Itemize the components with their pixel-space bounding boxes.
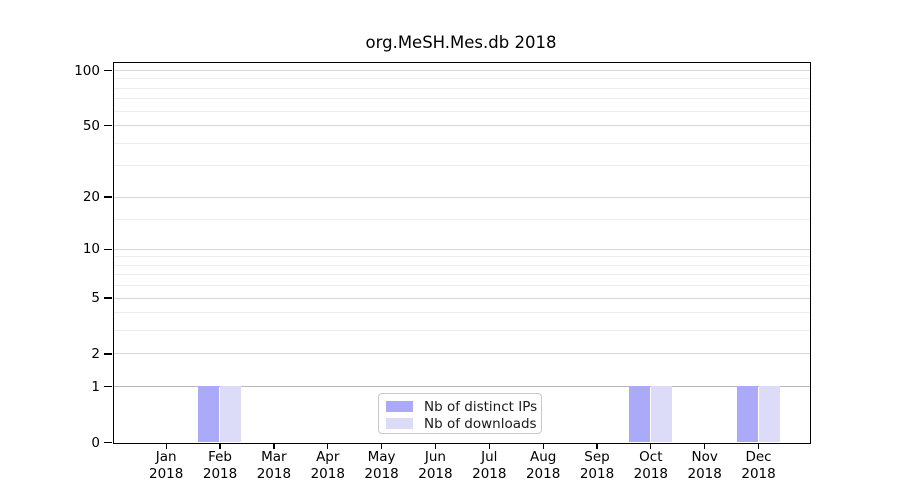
y-tick-label-2: 2 [91,345,100,362]
y-tick-label-20: 20 [82,189,100,206]
y-tick-10 [104,248,112,250]
x-tick-label-mar-2018: Mar 2018 [256,449,292,482]
x-tick-dec-2018 [757,444,760,449]
y-gridline-minor-40 [113,142,810,144]
y-gridline-minor-4 [113,312,810,314]
x-tick-mar-2018 [273,444,275,449]
y-gridline-minor-9 [113,256,810,258]
chart-title: org.MeSH.Mes.db 2018 [365,33,557,52]
y-tick-100 [104,69,112,72]
y-gridline-minor-3 [113,330,810,332]
legend-label-distinct-ips: Nb of distinct IPs [424,398,538,415]
x-tick-feb-2018 [219,444,221,449]
x-tick-label-apr-2018: Apr 2018 [310,449,345,482]
y-tick-label-1: 1 [91,378,100,395]
x-tick-label-aug-2018: Aug 2018 [525,449,561,482]
y-gridline-minor-30 [113,165,810,167]
y-gridline-minor-7 [113,274,810,276]
legend-swatch-downloads [386,418,413,429]
y-gridline-minor-15 [113,218,810,220]
bar-dec-2018-s1 [758,386,780,442]
legend: Nb of distinct IPs Nb of downloads [378,392,542,434]
legend-item-distinct-ips: Nb of distinct IPs [386,399,541,415]
plot-area [112,61,811,444]
x-tick-jul-2018 [488,444,490,449]
bar-feb-2018-s1 [220,386,242,442]
y-gridline-minor-6 [113,285,810,287]
x-tick-label-may-2018: May 2018 [364,449,399,482]
y-tick-label-10: 10 [82,241,100,258]
x-tick-label-jan-2018: Jan 2018 [149,449,184,482]
x-tick-label-sep-2018: Sep 2018 [579,449,615,482]
y-gridline-minor-8 [113,264,810,266]
y-tick-label-100: 100 [74,62,100,79]
y-tick-50 [104,124,112,127]
x-tick-label-oct-2018: Oct 2018 [633,449,669,482]
x-tick-label-feb-2018: Feb 2018 [202,449,238,482]
x-tick-aug-2018 [542,444,544,449]
y-gridline-10 [113,248,810,250]
y-tick-label-50: 50 [82,117,100,134]
y-gridline-20 [113,196,810,198]
x-tick-label-jul-2018: Jul 2018 [472,449,507,482]
bar-oct-2018-s1 [650,386,672,442]
bar-feb-2018-s0 [198,386,220,442]
x-tick-label-dec-2018: Dec 2018 [741,449,776,482]
legend-label-downloads: Nb of downloads [424,415,537,432]
y-gridline-50 [113,125,810,127]
x-tick-jan-2018 [165,444,167,449]
y-tick-1 [104,385,112,388]
grid-layer [113,63,810,444]
y-gridline-minor-60 [113,110,810,112]
y-tick-0 [104,441,112,444]
y-gridline-minor-80 [113,87,810,89]
x-tick-nov-2018 [704,444,706,449]
x-tick-oct-2018 [650,444,652,449]
y-tick-label-5: 5 [91,290,100,307]
y-gridline-5 [113,297,810,299]
x-tick-label-jun-2018: Jun 2018 [418,449,453,482]
y-gridline-minor-90 [113,78,810,80]
y-gridline-100 [113,70,810,71]
x-tick-may-2018 [380,444,383,449]
y-tick-5 [104,297,112,299]
y-tick-20 [104,196,112,198]
y-gridline-minor-70 [113,98,810,100]
x-tick-label-nov-2018: Nov 2018 [687,449,722,482]
bar-oct-2018-s0 [628,386,650,442]
bar-layer [114,63,810,444]
x-tick-jun-2018 [434,444,437,449]
legend-swatch-distinct-ips [386,401,413,412]
legend-item-downloads: Nb of downloads [386,416,541,432]
y-gridline-2 [113,353,810,355]
y-tick-label-0: 0 [91,434,100,451]
y-tick-2 [104,353,112,355]
bar-dec-2018-s0 [736,386,758,442]
x-tick-sep-2018 [596,444,598,449]
x-tick-apr-2018 [327,444,329,449]
y-gridline-1 [113,386,810,388]
